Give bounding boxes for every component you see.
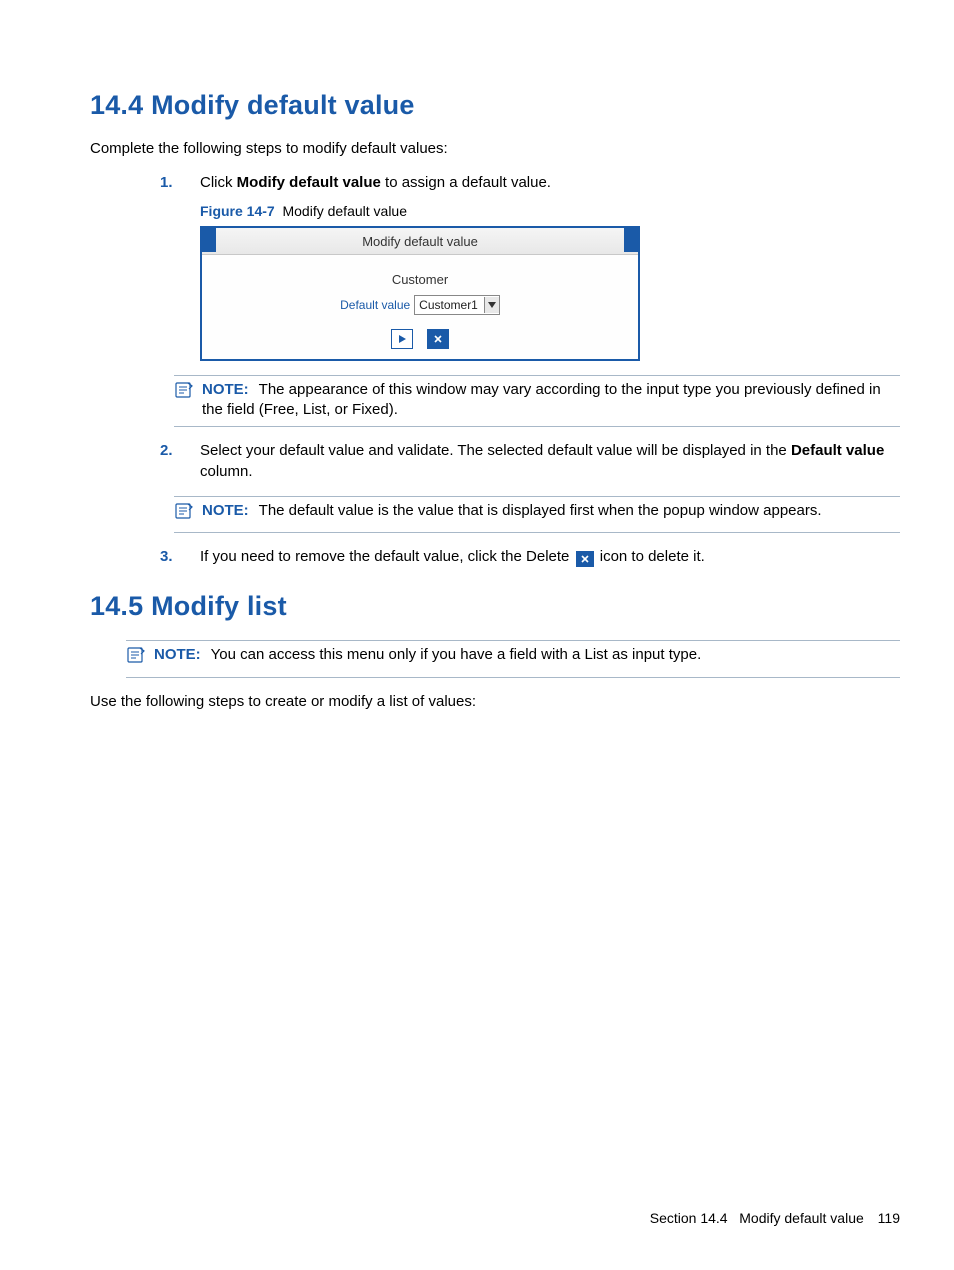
footer-section-label: Section 14.4 xyxy=(650,1210,728,1226)
steps-14-4-cont2: 3. If you need to remove the default val… xyxy=(90,547,900,567)
step-2: 2. Select your default value and validat… xyxy=(90,441,900,482)
step-text-bold: Default value xyxy=(791,442,884,459)
note-icon xyxy=(174,502,194,526)
figure-caption: Figure 14-7 Modify default value xyxy=(200,202,900,221)
note-icon xyxy=(174,381,194,405)
step-marker: 1. xyxy=(160,173,173,193)
figure-caption-text: Modify default value xyxy=(282,203,407,219)
note-text: The appearance of this window may vary a… xyxy=(202,381,881,418)
step-marker: 3. xyxy=(160,547,173,567)
figure-label: Figure 14-7 xyxy=(200,203,275,219)
figure-title: Modify default value xyxy=(362,233,478,251)
figure-body: Customer Default value Customer1 xyxy=(202,255,638,359)
note-label: NOTE: xyxy=(202,381,249,398)
default-value-dropdown[interactable]: Customer1 xyxy=(414,295,500,315)
figure-button-row xyxy=(391,329,449,349)
titlebar-corner-left xyxy=(200,226,216,252)
note-text: You can access this menu only if you hav… xyxy=(211,646,702,663)
heading-number: 14.5 xyxy=(90,591,143,621)
footer-section-title: Modify default value xyxy=(739,1210,864,1226)
heading-number: 14.4 xyxy=(90,90,143,120)
figure-row: Default value Customer1 xyxy=(340,295,500,315)
heading-title: Modify list xyxy=(151,591,287,621)
steps-14-4: 1. Click Modify default value to assign … xyxy=(90,173,900,361)
note-text-wrapper: NOTE: The default value is the value that… xyxy=(202,501,900,521)
page: 14.4 Modify default value Complete the f… xyxy=(0,0,954,1270)
step-1: 1. Click Modify default value to assign … xyxy=(90,173,900,361)
step-text-post: to assign a default value. xyxy=(381,174,551,191)
page-number: 119 xyxy=(878,1210,900,1226)
step-text-pre: If you need to remove the default value,… xyxy=(200,548,574,565)
step-marker: 2. xyxy=(160,441,173,461)
heading-14-5: 14.5 Modify list xyxy=(90,591,900,622)
chevron-down-icon xyxy=(484,297,499,313)
figure-field-label: Default value xyxy=(340,297,410,313)
note-3: NOTE: You can access this menu only if yo… xyxy=(126,640,900,677)
note-label: NOTE: xyxy=(154,646,201,663)
step-3: 3. If you need to remove the default val… xyxy=(90,547,900,567)
intro-14-5: Use the following steps to create or mod… xyxy=(90,692,900,712)
note-label: NOTE: xyxy=(202,502,249,519)
heading-title: Modify default value xyxy=(151,90,415,120)
step-text-post: column. xyxy=(200,463,253,480)
dropdown-value: Customer1 xyxy=(415,297,484,313)
step-text-pre: Click xyxy=(200,174,237,191)
note-icon xyxy=(126,646,146,670)
steps-14-4-cont: 2. Select your default value and validat… xyxy=(90,441,900,482)
figure-modify-default-value: Modify default value Customer Default va… xyxy=(200,226,640,361)
note-text-wrapper: NOTE:The appearance of this window may v… xyxy=(202,380,900,421)
figure-column-label: Customer xyxy=(392,271,448,289)
delete-icon xyxy=(576,551,594,567)
intro-14-4: Complete the following steps to modify d… xyxy=(90,139,900,159)
note-text: The default value is the value that is d… xyxy=(259,502,822,519)
page-footer: Section 14.4 Modify default value 119 xyxy=(650,1210,900,1226)
play-button[interactable] xyxy=(391,329,413,349)
note-1: NOTE:The appearance of this window may v… xyxy=(174,375,900,428)
step-text-post: icon to delete it. xyxy=(596,548,705,565)
step-text-bold: Modify default value xyxy=(237,174,381,191)
note-text-wrapper: NOTE: You can access this menu only if yo… xyxy=(154,645,900,665)
figure-titlebar: Modify default value xyxy=(202,228,638,255)
delete-button[interactable] xyxy=(427,329,449,349)
step-text-pre: Select your default value and validate. … xyxy=(200,442,791,459)
note-2: NOTE: The default value is the value that… xyxy=(174,496,900,533)
heading-14-4: 14.4 Modify default value xyxy=(90,90,900,121)
titlebar-corner-right xyxy=(624,226,640,252)
